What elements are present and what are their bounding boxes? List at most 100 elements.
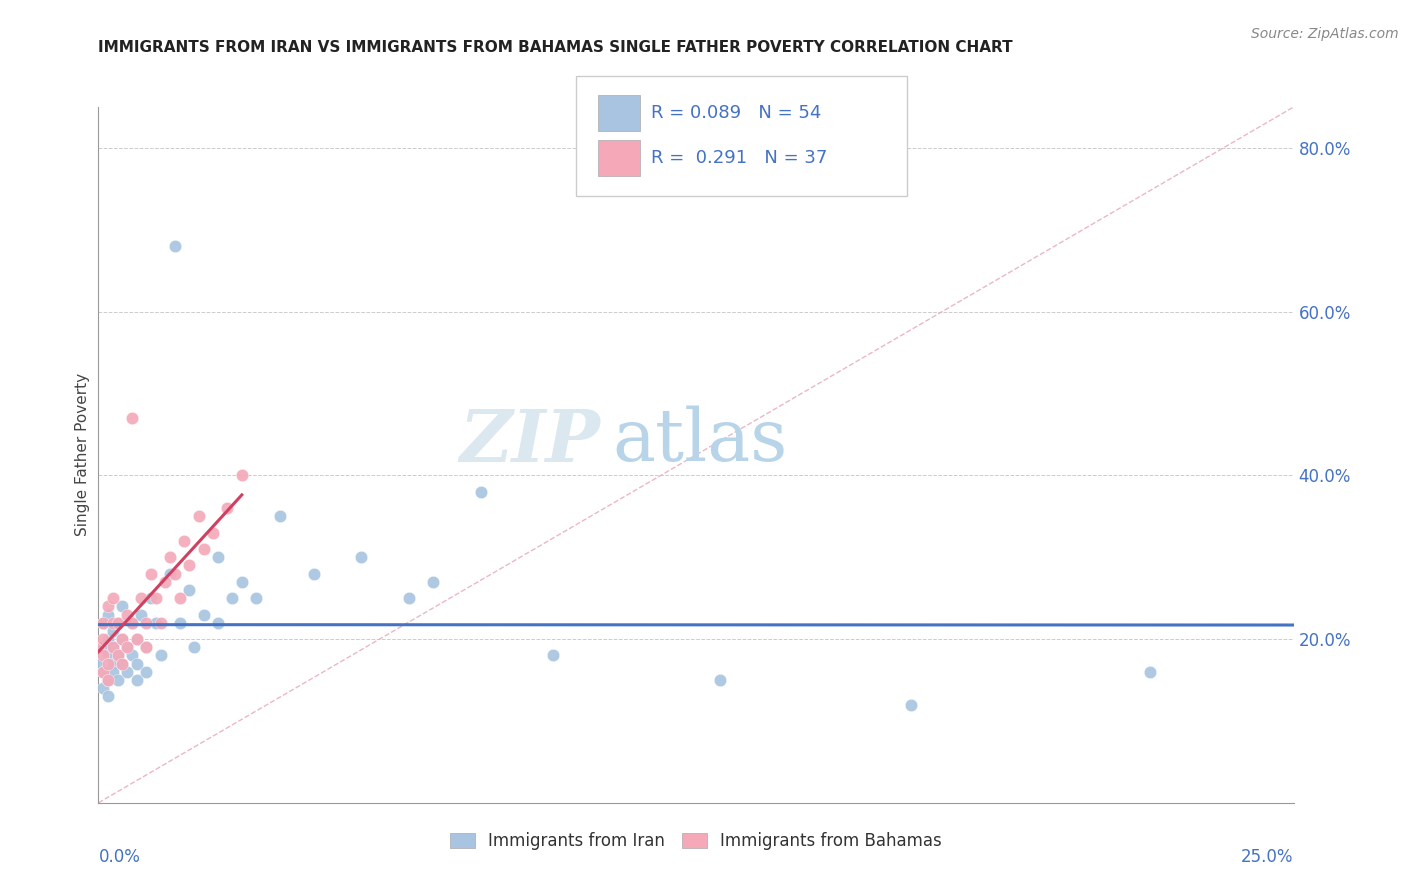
Point [91, 632, 114, 646]
Point [91, 615, 114, 630]
Point [149, 615, 172, 630]
Point [422, 574, 444, 589]
Point [111, 632, 134, 646]
Point [91, 615, 114, 630]
Point [139, 591, 162, 606]
Point [121, 648, 143, 663]
Point [231, 574, 253, 589]
Point [97, 673, 120, 687]
Point [145, 591, 167, 606]
Point [121, 615, 143, 630]
Point [207, 550, 229, 565]
Point [139, 566, 162, 581]
Point [179, 582, 201, 597]
Point [97, 657, 120, 671]
Point [245, 591, 267, 606]
Point [111, 657, 134, 671]
Point [135, 615, 157, 630]
Point [97, 648, 120, 663]
Point [900, 698, 922, 712]
Point [269, 509, 291, 524]
Point [107, 615, 129, 630]
Point [159, 566, 181, 581]
Text: 25.0%: 25.0% [1241, 848, 1294, 866]
Point [163, 239, 186, 253]
Point [187, 509, 209, 524]
Point [131, 607, 153, 622]
Point [97, 607, 120, 622]
Point [87, 657, 110, 671]
Legend: Immigrants from Iran, Immigrants from Bahamas: Immigrants from Iran, Immigrants from Ba… [443, 826, 949, 857]
Point [1139, 665, 1161, 679]
Point [135, 665, 157, 679]
Point [101, 640, 124, 655]
Point [202, 525, 225, 540]
Point [107, 648, 129, 663]
Point [111, 657, 134, 671]
Point [107, 648, 129, 663]
Point [149, 648, 172, 663]
Point [541, 648, 564, 663]
Point [125, 673, 148, 687]
Point [131, 591, 153, 606]
Point [135, 640, 157, 655]
Point [183, 640, 205, 655]
Point [135, 640, 157, 655]
Point [97, 690, 120, 704]
Text: R =  0.291   N = 37: R = 0.291 N = 37 [651, 149, 827, 167]
Text: ZIP: ZIP [460, 406, 600, 476]
Point [231, 468, 253, 483]
Point [91, 665, 114, 679]
Point [173, 533, 195, 548]
Point [193, 542, 215, 557]
Text: 0.0%: 0.0% [98, 848, 141, 866]
Point [470, 484, 492, 499]
Point [101, 591, 124, 606]
Point [97, 599, 120, 614]
Point [217, 501, 239, 516]
Point [115, 665, 138, 679]
Point [169, 591, 191, 606]
Point [91, 648, 114, 663]
Point [97, 673, 120, 687]
Point [107, 615, 129, 630]
Point [87, 640, 110, 655]
Point [145, 615, 167, 630]
Text: Source: ZipAtlas.com: Source: ZipAtlas.com [1251, 27, 1399, 41]
Point [125, 632, 148, 646]
Point [115, 640, 138, 655]
Point [101, 640, 124, 655]
Point [302, 566, 325, 581]
Point [221, 591, 243, 606]
Text: R = 0.089   N = 54: R = 0.089 N = 54 [651, 104, 821, 122]
Point [91, 681, 114, 696]
Point [125, 657, 148, 671]
Point [155, 574, 177, 589]
Point [709, 673, 731, 687]
Point [121, 615, 143, 630]
Point [398, 591, 420, 606]
Point [101, 624, 124, 638]
Point [179, 558, 201, 573]
Y-axis label: Single Father Poverty: Single Father Poverty [75, 374, 90, 536]
Point [163, 566, 186, 581]
Point [193, 607, 215, 622]
Point [111, 632, 134, 646]
Point [91, 640, 114, 655]
Text: IMMIGRANTS FROM IRAN VS IMMIGRANTS FROM BAHAMAS SINGLE FATHER POVERTY CORRELATIO: IMMIGRANTS FROM IRAN VS IMMIGRANTS FROM … [98, 40, 1014, 55]
Point [159, 550, 181, 565]
Point [121, 411, 143, 425]
Point [101, 665, 124, 679]
Point [207, 615, 229, 630]
Point [111, 599, 134, 614]
Point [350, 550, 373, 565]
Point [107, 673, 129, 687]
Point [101, 615, 124, 630]
Point [169, 615, 191, 630]
Point [97, 632, 120, 646]
Point [125, 632, 148, 646]
Point [91, 665, 114, 679]
Text: atlas: atlas [613, 406, 787, 476]
Point [115, 607, 138, 622]
Point [101, 657, 124, 671]
